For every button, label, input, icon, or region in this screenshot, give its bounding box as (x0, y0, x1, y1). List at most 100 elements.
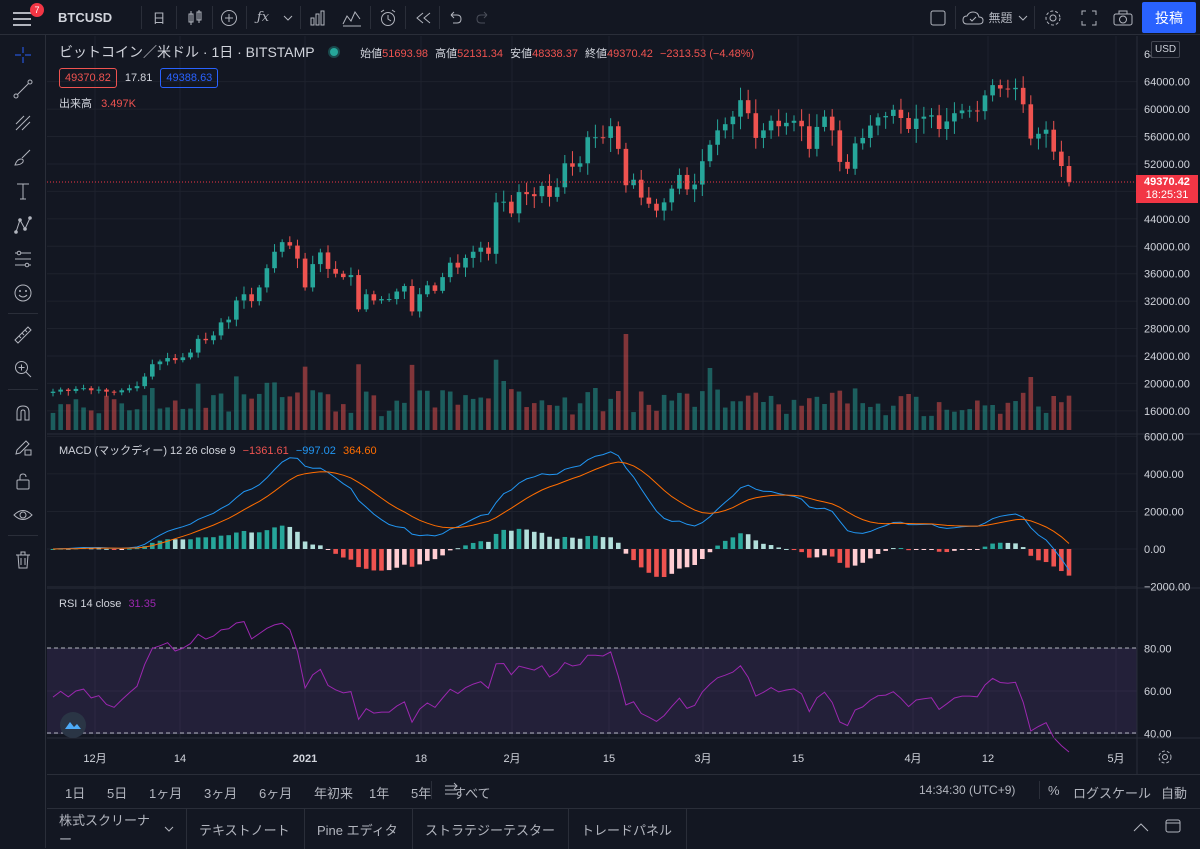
currency-label[interactable]: USD (1151, 41, 1181, 58)
forecast-tool[interactable] (0, 244, 46, 274)
macd-histogram-bar (96, 548, 102, 550)
macd-histogram-bar (906, 549, 911, 551)
range-button[interactable]: 年初来 (314, 786, 354, 801)
log-scale-toggle[interactable]: ログスケール (1073, 786, 1152, 801)
panel-tab[interactable]: 株式スクリーナー (47, 809, 187, 849)
candle-body (539, 185, 545, 197)
stay-drawing-tool[interactable] (0, 432, 46, 462)
logo-watermark[interactable] (60, 712, 86, 738)
candle-body (608, 126, 613, 138)
macd-histogram-bar (875, 549, 881, 554)
interval-button[interactable]: 日 (152, 11, 166, 26)
range-button[interactable]: 3ヶ月 (204, 786, 238, 801)
sell-price[interactable]: 49370.82 (59, 68, 117, 88)
candle-body (722, 124, 728, 131)
macd-legend[interactable]: MACD (マックディー) 12 26 close 9 −1361.61 −99… (59, 445, 377, 457)
range-button[interactable]: 1ヶ月 (149, 786, 183, 801)
settings-button[interactable] (1038, 0, 1068, 35)
macd-histogram-bar (547, 536, 552, 549)
lock-tool[interactable] (0, 466, 46, 496)
chart-type-button[interactable] (180, 0, 210, 35)
macd-histogram-bar (1013, 543, 1018, 549)
magnet-tool[interactable] (0, 398, 46, 428)
range-button[interactable]: 1日 (65, 786, 86, 801)
candle-body (165, 358, 170, 362)
indicators-dropdown[interactable] (278, 0, 298, 35)
candle-body (669, 188, 675, 203)
alert-button[interactable] (373, 0, 403, 35)
save-layout-button[interactable]: 無題 (959, 0, 1031, 35)
macd-histogram-bar (440, 549, 445, 556)
percent-toggle[interactable]: % (1048, 783, 1060, 798)
volume-bar (822, 404, 827, 430)
trash-icon (16, 551, 30, 569)
volume-bar (547, 405, 552, 430)
candle-body (806, 126, 812, 149)
rsi-tick: 80.00 (1144, 643, 1172, 655)
redo-button[interactable] (470, 0, 496, 35)
range-button[interactable]: 5日 (107, 786, 128, 801)
replay-button[interactable] (409, 0, 437, 35)
text-tool[interactable] (0, 176, 46, 206)
trend-line-tool[interactable] (0, 74, 46, 104)
volume-bar (906, 394, 911, 430)
snapshot-button[interactable] (1108, 0, 1138, 35)
low-value: 48338.37 (532, 48, 578, 60)
symbol-search[interactable]: BTCUSD (58, 10, 113, 25)
goto-date-button[interactable] (443, 782, 459, 801)
range-button[interactable]: 1年 (369, 786, 390, 801)
crosshair-icon (15, 47, 31, 63)
pattern-tool[interactable] (0, 210, 46, 240)
compare-button[interactable] (215, 0, 243, 35)
fullscreen-button[interactable] (1074, 0, 1104, 35)
menu-button[interactable]: 7 (0, 0, 46, 35)
candle-body (982, 95, 988, 112)
chart-canvas[interactable]: 6864000.0060000.0056000.0052000.0048000.… (47, 36, 1200, 774)
bar-chart-button[interactable] (303, 0, 333, 35)
undo-button[interactable] (442, 0, 468, 35)
candle-body (65, 389, 71, 391)
measure-tool[interactable] (0, 320, 46, 350)
candle-body (417, 294, 422, 312)
range-button[interactable]: 6ヶ月 (259, 786, 293, 801)
utc-clock[interactable]: 14:34:30 (UTC+9) (919, 783, 1016, 797)
candle-body (463, 257, 468, 268)
indicators-button[interactable]: ƒx (256, 10, 270, 25)
volume-legend[interactable]: 出来高 3.497K (59, 98, 136, 110)
candle-body (363, 294, 369, 310)
panel-tab[interactable]: ストラテジーテスター (413, 809, 569, 849)
symbol-legend[interactable]: ビットコイン／米ドル · 1日 · BITSTAMP 始値51693.98 高値… (59, 44, 755, 60)
brush-tool[interactable] (0, 142, 46, 172)
remove-drawings-tool[interactable] (0, 545, 46, 575)
range-button[interactable]: 5年 (411, 786, 432, 801)
range-button[interactable]: すべて (453, 786, 491, 801)
templates-button[interactable] (337, 0, 367, 35)
volume-bar (134, 409, 140, 430)
buy-price[interactable]: 49388.63 (160, 68, 219, 88)
panel-tab[interactable]: テキストノート (187, 809, 305, 849)
ruler-icon (14, 326, 32, 344)
zoom-tool[interactable] (0, 354, 46, 384)
panel-tab[interactable]: トレードパネル (569, 809, 687, 849)
publish-button[interactable]: 投稿 (1142, 2, 1196, 33)
fib-tool[interactable] (0, 108, 46, 138)
chart-settings-gear[interactable] (1157, 749, 1173, 768)
volume-bar (279, 397, 285, 430)
candle-body (921, 116, 927, 119)
chart-area[interactable]: 6864000.0060000.0056000.0052000.0048000.… (47, 36, 1200, 774)
icon-tool[interactable] (0, 278, 46, 308)
maximize-panel-button[interactable] (1165, 819, 1181, 836)
macd-histogram-bar (195, 537, 201, 549)
collapse-panel-button[interactable] (1133, 821, 1149, 835)
auto-scale-toggle[interactable]: 自動 (1161, 786, 1188, 801)
layout-button[interactable] (924, 0, 952, 35)
candle-body (333, 268, 338, 274)
hide-tool[interactable] (0, 500, 46, 530)
macd-histogram-bar (509, 530, 514, 549)
volume-bar (333, 411, 338, 430)
bid-ask-row: 49370.82 17.81 49388.63 (59, 68, 219, 88)
crosshair-tool[interactable] (0, 40, 46, 70)
rsi-legend[interactable]: RSI 14 close 31.35 (59, 598, 156, 610)
panel-tab[interactable]: Pine エディタ (305, 809, 413, 849)
volume-bar (891, 405, 896, 430)
